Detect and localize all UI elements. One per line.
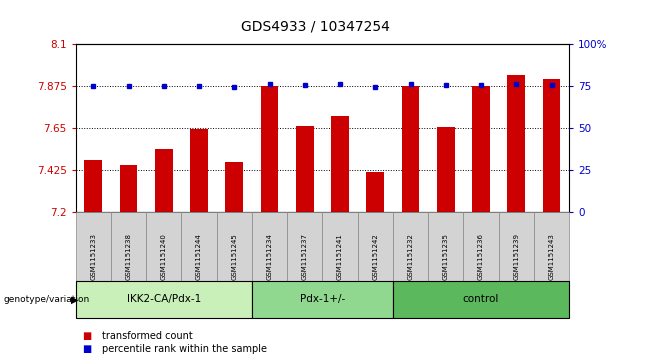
Text: GSM1151232: GSM1151232 [407, 233, 413, 280]
Bar [261, 86, 278, 212]
Text: GSM1151240: GSM1151240 [161, 233, 166, 280]
Bar [472, 86, 490, 212]
Bar [437, 127, 455, 212]
Text: GSM1151243: GSM1151243 [549, 233, 555, 280]
Text: GSM1151238: GSM1151238 [126, 233, 132, 280]
Text: percentile rank within the sample: percentile rank within the sample [102, 344, 267, 354]
Bar [84, 160, 102, 212]
Text: GSM1151237: GSM1151237 [302, 233, 308, 280]
Bar [226, 162, 243, 212]
Text: control: control [463, 294, 499, 305]
Text: GSM1151234: GSM1151234 [266, 233, 272, 280]
Bar [155, 148, 172, 212]
Text: ■: ■ [82, 344, 91, 354]
Bar [543, 79, 561, 212]
Text: GSM1151244: GSM1151244 [196, 233, 202, 280]
Bar [296, 126, 314, 212]
Text: GSM1151242: GSM1151242 [372, 233, 378, 280]
Bar [190, 129, 208, 212]
Text: ■: ■ [82, 331, 91, 341]
Text: GSM1151241: GSM1151241 [337, 233, 343, 280]
Text: transformed count: transformed count [102, 331, 193, 341]
Text: GSM1151235: GSM1151235 [443, 233, 449, 280]
Text: ▶: ▶ [71, 294, 78, 305]
Text: GSM1151233: GSM1151233 [90, 233, 96, 280]
Text: Pdx-1+/-: Pdx-1+/- [300, 294, 345, 305]
Text: GSM1151245: GSM1151245 [232, 233, 238, 280]
Text: GSM1151239: GSM1151239 [513, 233, 519, 280]
Text: IKK2-CA/Pdx-1: IKK2-CA/Pdx-1 [127, 294, 201, 305]
Text: genotype/variation: genotype/variation [3, 295, 89, 304]
Bar [331, 116, 349, 212]
Bar [402, 86, 419, 212]
Text: GSM1151236: GSM1151236 [478, 233, 484, 280]
Bar [507, 76, 525, 212]
Text: GDS4933 / 10347254: GDS4933 / 10347254 [241, 20, 390, 34]
Bar [120, 164, 138, 212]
Bar [367, 172, 384, 212]
